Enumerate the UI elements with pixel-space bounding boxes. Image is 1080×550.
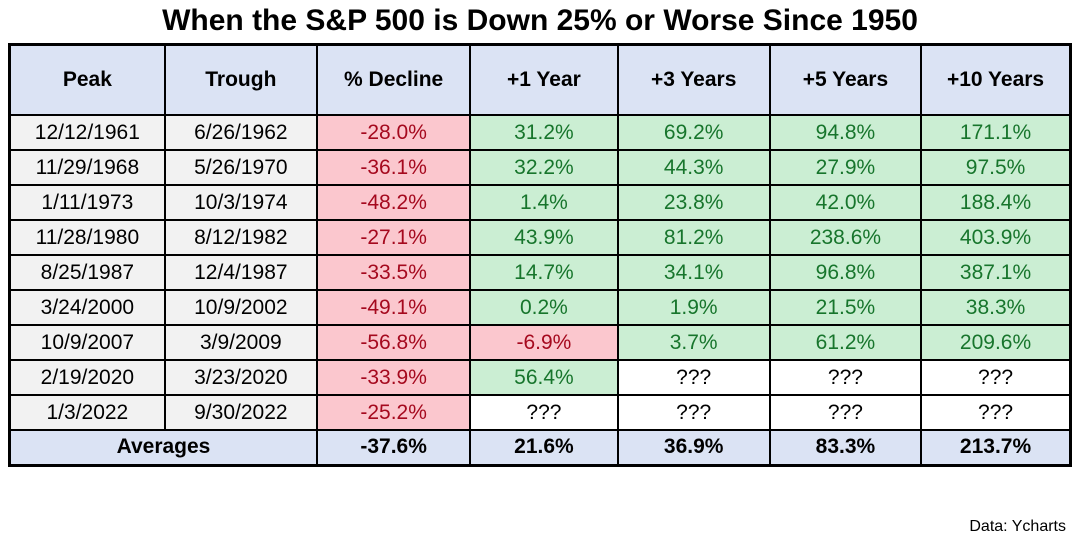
sp500-drawdown-table: Peak Trough% Decline +1 Year +3 Years +5 Yea… [8, 42, 1072, 467]
positive-return-cell: 403.9% [920, 219, 1072, 256]
positive-return-cell: 31.2% [469, 114, 619, 151]
column-header-peak: Peak [8, 43, 166, 116]
unknown-value-cell: ??? [616, 394, 771, 431]
negative-return-cell: -49.1% [315, 289, 472, 326]
unknown-value-cell: ??? [920, 394, 1072, 431]
positive-return-cell: 96.8% [768, 254, 923, 291]
negative-return-cell: -48.2% [315, 184, 472, 221]
unknown-value-cell: ??? [616, 359, 771, 396]
positive-return-cell: 3.7% [616, 324, 771, 361]
trough-date-cell: 8/12/1982 [163, 219, 318, 256]
negative-return-cell: -28.0% [315, 114, 472, 151]
unknown-value-cell: ??? [920, 359, 1072, 396]
averages-label: Averages [8, 429, 318, 466]
positive-return-cell: 188.4% [920, 184, 1072, 221]
average-plus-1-year: 21.6% [469, 429, 619, 466]
positive-return-cell: 97.5% [920, 149, 1072, 186]
positive-return-cell: 1.9% [616, 289, 771, 326]
negative-return-cell: -56.8% [315, 324, 472, 361]
table-row: 11/28/1980 8/12/1982 -27.1% 43.9% 81.2% 238.6… [8, 219, 1072, 256]
negative-return-cell: -6.9% [469, 324, 619, 361]
table-row: 2/19/2020 3/23/2020 -33.9% 56.4%????????? [8, 359, 1072, 396]
trough-date-cell: 10/3/1974 [163, 184, 318, 221]
positive-return-cell: 23.8% [616, 184, 771, 221]
positive-return-cell: 238.6% [768, 219, 923, 256]
positive-return-cell: 171.1% [920, 114, 1072, 151]
table-row: 8/25/1987 12/4/1987 -33.5% 14.7% 34.1% 96.8% 3… [8, 254, 1072, 291]
positive-return-cell: 94.8% [768, 114, 923, 151]
trough-date-cell: 12/4/1987 [163, 254, 318, 291]
positive-return-cell: 56.4% [469, 359, 619, 396]
trough-date-cell: 10/9/2002 [163, 289, 318, 326]
positive-return-cell: 27.9% [768, 149, 923, 186]
column-header-1-year: +1 Year [469, 43, 619, 116]
positive-return-cell: 61.2% [768, 324, 923, 361]
data-source-credit: Data: Ycharts [969, 518, 1066, 535]
positive-return-cell: 34.1% [616, 254, 771, 291]
positive-return-cell: 42.0% [768, 184, 923, 221]
trough-date-cell: 6/26/1962 [163, 114, 318, 151]
peak-date-cell: 12/12/1961 [8, 114, 166, 151]
positive-return-cell: 81.2% [616, 219, 771, 256]
table-row: 12/12/1961 6/26/1962 -28.0% 31.2% 69.2% 94.8%… [8, 114, 1072, 151]
table-row: 10/9/2007 3/9/2009 -56.8% -6.9% 3.7% 61.2% 209… [8, 324, 1072, 361]
negative-return-cell: -25.2% [315, 394, 472, 431]
average-plus-10-years: 213.7% [920, 429, 1072, 466]
negative-return-cell: -36.1% [315, 149, 472, 186]
table-row: 3/24/2000 10/9/2002 -49.1% 0.2% 1.9% 21.5% 38.… [8, 289, 1072, 326]
positive-return-cell: 69.2% [616, 114, 771, 151]
positive-return-cell: 21.5% [768, 289, 923, 326]
trough-date-cell: 3/9/2009 [163, 324, 318, 361]
positive-return-cell: 14.7% [469, 254, 619, 291]
column-header-3-years: +3 Years [616, 43, 771, 116]
table-row: 11/29/1968 5/26/1970 -36.1% 32.2% 44.3% 27.9%… [8, 149, 1072, 186]
unknown-value-cell: ??? [768, 359, 923, 396]
positive-return-cell: 209.6% [920, 324, 1072, 361]
column-header-decline: % Decline [315, 43, 472, 116]
table-row: 1/3/2022 9/30/2022 -25.2%???????????? [8, 394, 1072, 431]
negative-return-cell: -27.1% [315, 219, 472, 256]
average-decline: -37.6% [315, 429, 472, 466]
negative-return-cell: -33.9% [315, 359, 472, 396]
unknown-value-cell: ??? [469, 394, 619, 431]
trough-date-cell: 9/30/2022 [163, 394, 318, 431]
positive-return-cell: 1.4% [469, 184, 619, 221]
positive-return-cell: 38.3% [920, 289, 1072, 326]
table-row: 1/11/1973 10/3/1974 -48.2% 1.4% 23.8% 42.0% 18… [8, 184, 1072, 221]
peak-date-cell: 3/24/2000 [8, 289, 166, 326]
peak-date-cell: 10/9/2007 [8, 324, 166, 361]
column-header-10-years: +10 Years [920, 43, 1072, 116]
peak-date-cell: 1/3/2022 [8, 394, 166, 431]
peak-date-cell: 8/25/1987 [8, 254, 166, 291]
negative-return-cell: -33.5% [315, 254, 472, 291]
peak-date-cell: 2/19/2020 [8, 359, 166, 396]
peak-date-cell: 11/29/1968 [8, 149, 166, 186]
trough-date-cell: 3/23/2020 [163, 359, 318, 396]
peak-date-cell: 11/28/1980 [8, 219, 166, 256]
positive-return-cell: 0.2% [469, 289, 619, 326]
average-plus-3-years: 36.9% [616, 429, 771, 466]
unknown-value-cell: ??? [768, 394, 923, 431]
averages-row: Averages -37.6% 21.6% 36.9% 83.3% 213.7% [8, 429, 1072, 466]
positive-return-cell: 44.3% [616, 149, 771, 186]
positive-return-cell: 43.9% [469, 219, 619, 256]
positive-return-cell: 387.1% [920, 254, 1072, 291]
column-header-5-years: +5 Years [768, 43, 923, 116]
trough-date-cell: 5/26/1970 [163, 149, 318, 186]
page-title: When the S&P 500 is Down 25% or Worse Si… [162, 4, 918, 37]
average-plus-5-years: 83.3% [768, 429, 923, 466]
header-row: Peak Trough% Decline +1 Year +3 Years +5 Yea… [8, 43, 1072, 116]
positive-return-cell: 32.2% [469, 149, 619, 186]
column-header-trough: Trough [163, 43, 318, 116]
peak-date-cell: 1/11/1973 [8, 184, 166, 221]
